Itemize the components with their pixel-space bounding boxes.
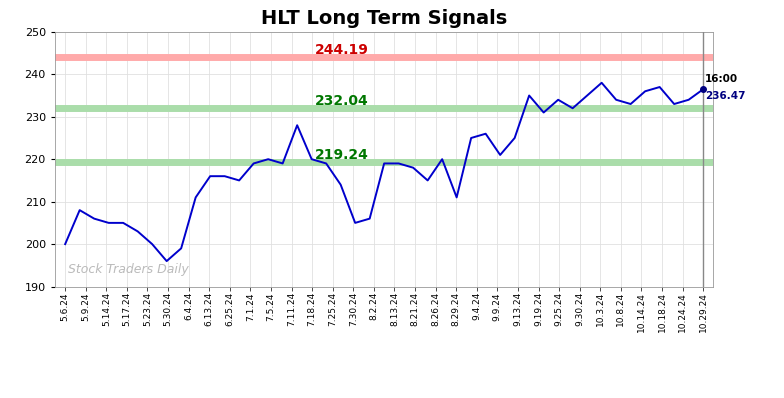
- Text: 236.47: 236.47: [706, 92, 746, 101]
- Title: HLT Long Term Signals: HLT Long Term Signals: [261, 8, 507, 27]
- Text: 219.24: 219.24: [315, 148, 368, 162]
- Text: Stock Traders Daily: Stock Traders Daily: [68, 263, 189, 276]
- Text: 244.19: 244.19: [315, 43, 368, 57]
- Text: 16:00: 16:00: [706, 74, 739, 84]
- Text: 232.04: 232.04: [315, 94, 368, 108]
